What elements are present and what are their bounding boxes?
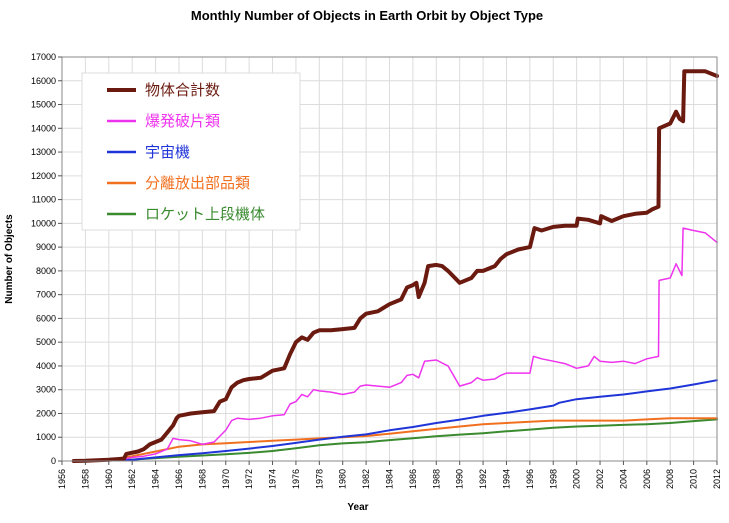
x-tick-label: 1972 xyxy=(244,469,254,489)
x-tick-label: 1956 xyxy=(57,469,67,489)
y-tick-label: 13000 xyxy=(31,147,56,157)
x-axis-label: Year xyxy=(347,502,368,513)
y-tick-label: 10000 xyxy=(31,218,56,228)
x-tick-label: 1960 xyxy=(104,469,114,489)
legend-label: 物体合計数 xyxy=(145,81,220,99)
y-tick-label: 2000 xyxy=(36,408,56,418)
x-tick-label: 1996 xyxy=(525,469,535,489)
x-tick-label: 1966 xyxy=(174,469,184,489)
y-tick-label: 4000 xyxy=(36,361,56,371)
x-tick-label: 1992 xyxy=(478,469,488,489)
x-tick-label: 1978 xyxy=(314,469,324,489)
x-tick-label: 2010 xyxy=(689,469,699,489)
x-tick-label: 1970 xyxy=(221,469,231,489)
y-tick-label: 8000 xyxy=(36,266,56,276)
y-tick-label: 3000 xyxy=(36,385,56,395)
x-tick-label: 1988 xyxy=(431,469,441,489)
x-tick-label: 1998 xyxy=(548,469,558,489)
y-tick-label: 16000 xyxy=(31,76,56,86)
series-lines xyxy=(71,69,719,463)
x-tick-label: 1958 xyxy=(80,469,90,489)
x-tick-label: 1994 xyxy=(501,469,511,489)
x-tick-label: 2000 xyxy=(572,469,582,489)
x-tick-label: 1990 xyxy=(455,469,465,489)
x-tick-label: 1984 xyxy=(385,469,395,489)
x-tick-label: 1976 xyxy=(291,469,301,489)
series-line xyxy=(125,227,718,460)
y-tick-label: 11000 xyxy=(32,195,56,205)
x-tick-label: 2002 xyxy=(595,469,605,489)
chart-title: Monthly Number of Objects in Earth Orbit… xyxy=(191,8,543,23)
x-tick-label: 2006 xyxy=(642,469,652,489)
y-tick-label: 14000 xyxy=(31,123,56,133)
x-tick-label: 1982 xyxy=(361,469,371,489)
y-tick-label: 5000 xyxy=(36,337,56,347)
y-tick-label: 6000 xyxy=(36,313,56,323)
legend-label: ロケット上段機体 xyxy=(145,205,265,223)
y-tick-label: 1000 xyxy=(36,432,56,442)
x-tick-label: 2004 xyxy=(618,469,628,489)
y-tick-label: 17000 xyxy=(31,52,56,62)
y-tick-label: 12000 xyxy=(31,171,56,181)
x-axis-ticks: 1956 1958 1960 1962 1964 1966 1968 1970 1972 1974… xyxy=(57,461,722,489)
x-tick-label: 2012 xyxy=(712,469,722,489)
y-tick-label: 9000 xyxy=(36,242,56,252)
y-tick-label: 15000 xyxy=(31,100,56,110)
y-axis-ticks: 0 1000 2000 3000 4000 5000 6000 7000 8000 9000 100… xyxy=(31,52,62,466)
y-axis-label: Number of Objects xyxy=(4,214,15,304)
x-tick-label: 1964 xyxy=(151,469,161,489)
series-line xyxy=(71,69,719,463)
series-line xyxy=(72,417,718,462)
legend-label: 分離放出部品類 xyxy=(145,174,250,192)
x-tick-label: 1974 xyxy=(268,469,278,489)
x-tick-label: 1980 xyxy=(338,469,348,489)
y-tick-label: 0 xyxy=(51,456,56,466)
series-line xyxy=(72,379,718,462)
x-tick-label: 1986 xyxy=(408,469,418,489)
series-line xyxy=(72,418,718,462)
legend-label: 爆発破片類 xyxy=(145,112,220,130)
legend-label: 宇宙機 xyxy=(145,143,190,161)
y-tick-label: 7000 xyxy=(36,290,56,300)
x-tick-label: 1962 xyxy=(127,469,137,489)
x-tick-label: 1968 xyxy=(197,469,207,489)
x-tick-label: 2008 xyxy=(665,469,675,489)
